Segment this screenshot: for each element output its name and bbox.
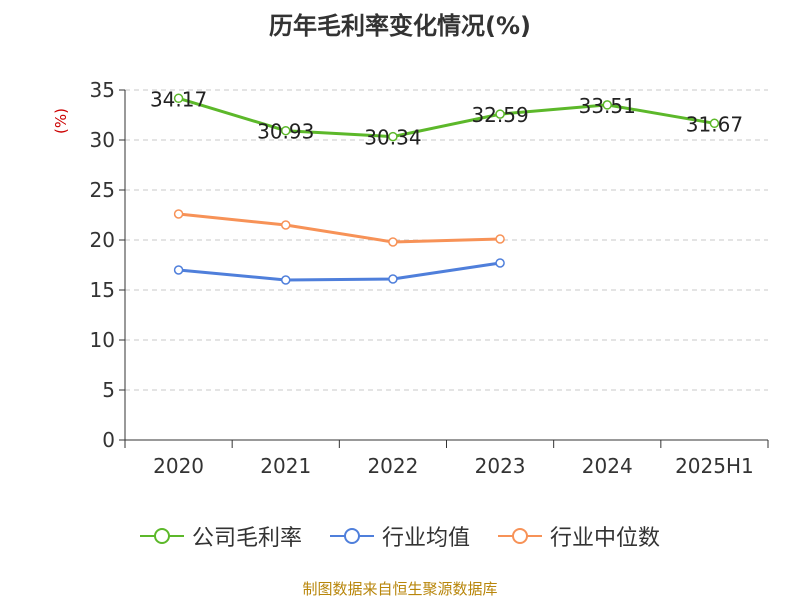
data-point xyxy=(495,234,505,244)
y-tick-label: 30 xyxy=(90,128,115,152)
legend-label-industry-median: 行业中位数 xyxy=(550,526,661,551)
data-point xyxy=(388,274,398,284)
data-point xyxy=(281,220,291,230)
legend-marker-company xyxy=(139,528,184,544)
legend-marker-industry-mean xyxy=(329,528,374,544)
x-tick-label: 2024 xyxy=(582,454,633,478)
data-label: 34.17 xyxy=(150,87,207,111)
y-tick-label: 15 xyxy=(90,278,115,302)
data-point xyxy=(495,109,505,119)
legend-label-industry-mean: 行业均值 xyxy=(381,526,470,551)
legend-item-industry-median[interactable]: 行业中位数 xyxy=(498,520,660,552)
y-tick-label: 20 xyxy=(90,228,115,252)
legend-marker-industry-median xyxy=(498,528,542,544)
x-tick-label: 2021 xyxy=(260,454,311,478)
grid-lines xyxy=(125,89,768,391)
data-label: 30.93 xyxy=(257,120,314,144)
data-point xyxy=(709,118,720,129)
data-labels: 34.17 30.93 30.34 32.59 33.51 31.67 xyxy=(150,87,743,149)
y-tick-label: 0 xyxy=(102,428,115,452)
data-point xyxy=(602,100,612,110)
y-tick-label: 25 xyxy=(90,178,115,202)
legend-item-company[interactable]: 公司毛利率 xyxy=(139,520,302,552)
data-label: 33.51 xyxy=(579,94,636,118)
data-point xyxy=(173,265,184,275)
data-label: 32.59 xyxy=(471,103,528,127)
x-tick-label: 2023 xyxy=(475,454,526,478)
data-point xyxy=(281,275,291,285)
series-line-0 xyxy=(178,96,715,139)
legend-item-industry-mean[interactable]: 行业均值 xyxy=(329,520,470,552)
x-tick-label: 2025H1 xyxy=(675,454,754,478)
data-label: 31.67 xyxy=(686,112,743,136)
legend: 公司毛利率 行业均值 行业中位数 xyxy=(0,520,800,552)
y-tick-label: 10 xyxy=(90,328,115,352)
y-tick-label: 35 xyxy=(90,78,115,102)
data-label: 30.34 xyxy=(364,126,421,150)
data-source-note: 制图数据来自恒生聚源数据库 xyxy=(302,580,498,598)
chart-title: 历年毛利率变化情况(%) xyxy=(269,12,531,40)
data-point xyxy=(495,258,505,268)
data-point xyxy=(388,237,398,247)
series-line-2 xyxy=(178,212,501,244)
legend-label-company: 公司毛利率 xyxy=(191,526,302,551)
x-tick-label: 2022 xyxy=(367,454,418,478)
series-layer xyxy=(173,93,720,285)
data-point xyxy=(173,93,184,104)
y-tick-label: 5 xyxy=(102,378,115,402)
series-line-1 xyxy=(178,261,501,282)
axes: 0 5 10 15 20 25 30 35 2020 2021 2022 2023 2024 2025H1 xyxy=(90,78,769,478)
data-point xyxy=(173,209,184,219)
data-point xyxy=(281,125,291,136)
x-tick-label: 2020 xyxy=(153,454,204,478)
data-point xyxy=(388,131,398,142)
